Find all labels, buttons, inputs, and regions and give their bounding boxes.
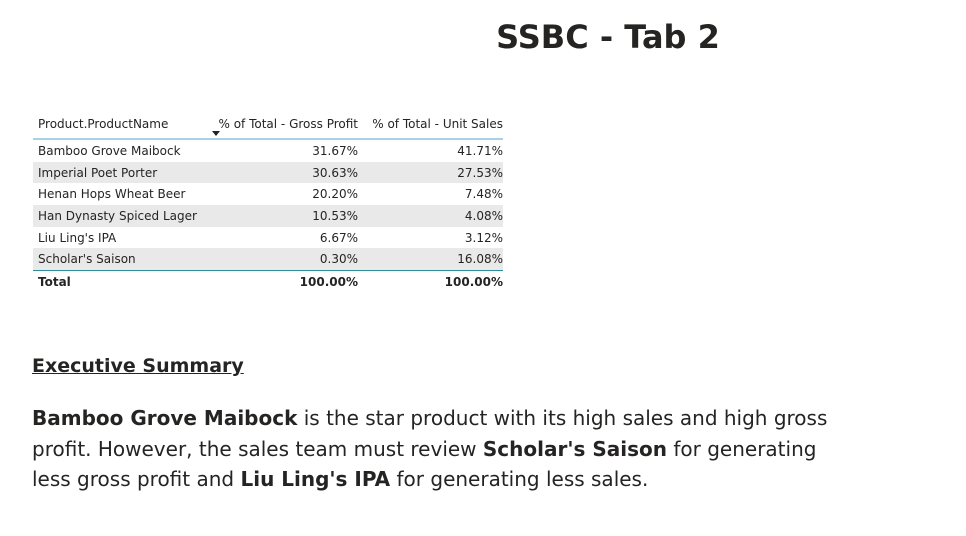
cell-gross-profit: 20.20% [312,187,358,202]
sort-descending-icon[interactable] [212,131,220,136]
cell-product: Han Dynasty Spiced Lager [38,208,197,223]
product-matrix-table: Product.ProductName % of Total - Gross P… [33,110,503,293]
cell-unit-sales: 3.12% [464,230,503,245]
cell-product: Henan Hops Wheat Beer [38,187,186,202]
summary-text: Bamboo Grove Maibock is the star product… [32,403,852,495]
cell-product: Bamboo Grove Maibock [38,143,181,158]
cell-unit-sales: 4.08% [464,208,503,223]
cell-gross-profit: 6.67% [319,230,358,245]
total-gross-profit: 100.00% [299,275,358,290]
cell-product: Scholar's Saison [38,252,136,267]
summary-product-star: Bamboo Grove Maibock [32,406,298,430]
summary-product-review-1: Scholar's Saison [482,436,667,461]
total-label: Total [38,275,71,290]
cell-unit-sales: 41.71% [457,143,503,158]
summary-text-part-2: for generating less gross profit and [32,436,817,492]
cell-gross-profit: 30.63% [312,165,358,180]
table-row: Liu Ling's IPA 6.67% 3.12% [33,227,503,249]
summary-text-part-3: for generating less sales. [390,467,649,491]
table-header-row: Product.ProductName % of Total - Gross P… [33,110,503,140]
total-unit-sales: 100.00% [444,275,503,290]
summary-heading: Executive Summary [32,355,244,377]
cell-product: Liu Ling's IPA [38,230,117,245]
page-title: SSBC - Tab 2 [496,18,720,56]
column-header-product[interactable]: Product.ProductName [38,117,169,131]
cell-gross-profit: 0.30% [319,252,358,267]
table-row: Scholar's Saison 0.30% 16.08% [33,248,503,271]
table-row: Imperial Poet Porter 30.63% 27.53% [33,161,503,184]
cell-unit-sales: 27.53% [457,165,503,180]
table-total-row: Total 100.00% 100.00% [33,270,503,293]
table-row: Bamboo Grove Maibock 31.67% 41.71% [33,140,503,162]
column-header-unit-sales[interactable]: % of Total - Unit Sales [372,117,503,131]
cell-gross-profit: 10.53% [312,208,358,223]
summary-text-part-1: is the star product with its high sales … [32,406,828,461]
column-header-gross-profit[interactable]: % of Total - Gross Profit [212,117,358,136]
table-row: Henan Hops Wheat Beer 20.20% 7.48% [33,183,503,205]
cell-unit-sales: 16.08% [457,252,503,267]
cell-product: Imperial Poet Porter [38,165,158,180]
column-header-gross-profit-label: % of Total - Gross Profit [218,117,358,131]
summary-product-review-2: Liu Ling's IPA [240,467,391,491]
cell-gross-profit: 31.67% [312,143,358,158]
table-row: Han Dynasty Spiced Lager 10.53% 4.08% [33,205,503,227]
cell-unit-sales: 7.48% [464,187,503,202]
